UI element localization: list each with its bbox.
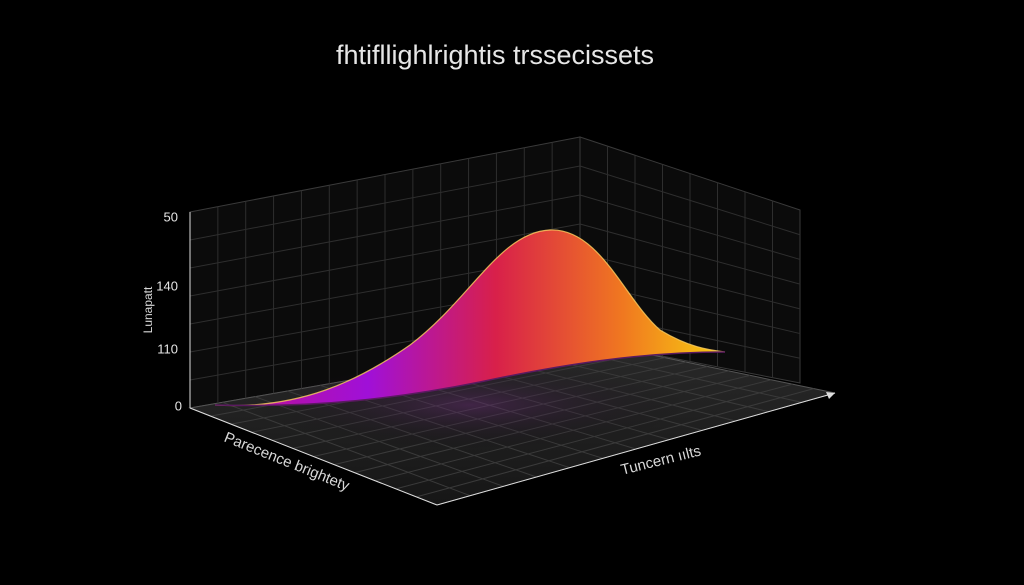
grid-line xyxy=(579,223,801,285)
surface-base xyxy=(214,351,726,407)
surface xyxy=(215,229,725,406)
grid-line xyxy=(416,388,814,498)
y-axis-arrow xyxy=(826,392,835,399)
grid-line xyxy=(579,252,801,310)
grid-line xyxy=(189,223,581,297)
x-axis xyxy=(189,407,438,506)
grid-line xyxy=(579,165,801,236)
z-tick-label: 0 xyxy=(175,398,182,413)
z-tick-label: 140 xyxy=(156,278,178,293)
z-tick-label: 110 xyxy=(157,341,178,356)
y-axis xyxy=(436,392,836,506)
z-axis-label: Lunapatt xyxy=(141,286,155,333)
chart-title: fhtifllighlrightis trssecissets xyxy=(336,40,654,70)
grid-line xyxy=(189,165,581,241)
grid-line xyxy=(579,194,801,260)
surface-edge xyxy=(214,229,726,407)
z-tick-label: 50 xyxy=(164,209,178,224)
grid-line xyxy=(189,194,581,269)
